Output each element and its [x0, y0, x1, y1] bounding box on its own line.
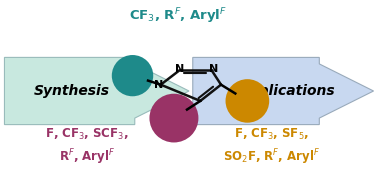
Text: F, CF$_3$, SF$_5$,
SO$_2$F, R$^F$, Aryl$^F$: F, CF$_3$, SF$_5$, SO$_2$F, R$^F$, Aryl$… — [223, 127, 321, 167]
Text: CF$_3$, R$^F$, Aryl$^F$: CF$_3$, R$^F$, Aryl$^F$ — [129, 6, 227, 26]
Ellipse shape — [226, 79, 269, 123]
Polygon shape — [193, 57, 373, 125]
Ellipse shape — [112, 55, 153, 96]
Text: N: N — [175, 64, 184, 74]
Text: Applications: Applications — [239, 84, 335, 98]
Ellipse shape — [149, 94, 198, 143]
Text: N: N — [154, 80, 164, 90]
Text: Synthesis: Synthesis — [34, 84, 110, 98]
Text: F, CF$_3$, SCF$_3$,
R$^F$, Aryl$^F$: F, CF$_3$, SCF$_3$, R$^F$, Aryl$^F$ — [45, 127, 129, 167]
Text: N: N — [209, 64, 218, 74]
Polygon shape — [5, 57, 189, 125]
